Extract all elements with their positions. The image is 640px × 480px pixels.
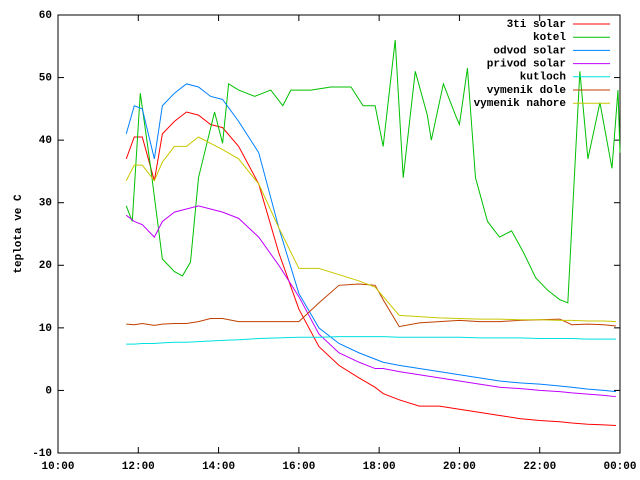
legend-label: kotel (533, 32, 566, 44)
data-line (125, 111, 617, 426)
y-tick-label: -10 (32, 448, 52, 460)
y-tick-label: 40 (39, 135, 52, 147)
x-tick-label: 10:00 (41, 461, 74, 473)
y-tick-label: 60 (39, 10, 52, 22)
x-tick-label: 18:00 (363, 461, 396, 473)
y-tick-label: 0 (45, 385, 52, 397)
x-tick-label: 16:00 (282, 461, 315, 473)
y-axis-label: teplota ve C (13, 194, 25, 274)
plot-frame (57, 14, 621, 454)
data-line (125, 83, 617, 393)
y-tick-label: 10 (39, 323, 52, 335)
legend-label: kutloch (520, 72, 566, 84)
x-tick-label: 00:00 (603, 461, 636, 473)
legend-label: vymenik dole (487, 85, 567, 97)
y-tick-label: 20 (39, 260, 52, 272)
data-line (126, 336, 616, 345)
y-tick-label: 50 (39, 72, 52, 84)
x-tick-label: 20:00 (443, 461, 476, 473)
x-tick-label: 14:00 (202, 461, 235, 473)
y-tick-label: 30 (39, 198, 52, 210)
legend-label: vymenik nahore (474, 98, 567, 110)
legend-label: 3ti solar (507, 19, 566, 31)
legend-label: odvod solar (493, 45, 566, 57)
data-line (125, 39, 621, 304)
x-tick-label: 12:00 (122, 461, 155, 473)
legend-label: privod solar (487, 59, 566, 71)
x-tick-label: 22:00 (523, 461, 556, 473)
data-line (125, 205, 617, 398)
data-line (125, 136, 617, 323)
